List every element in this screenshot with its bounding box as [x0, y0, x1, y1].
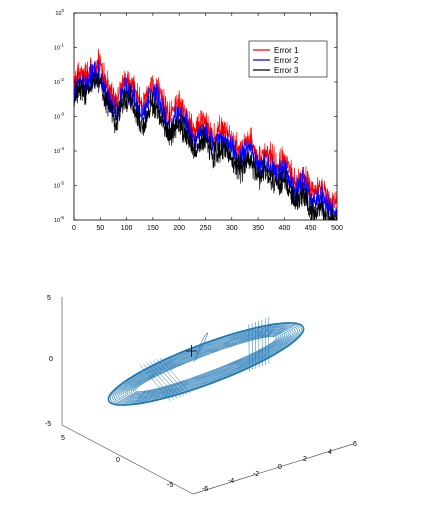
y-tick-exponent: -4 [60, 146, 64, 151]
trajectory-loop [132, 334, 280, 394]
legend-label-error-2: Error 2 [274, 56, 299, 65]
x-tick-label: 150 [147, 225, 159, 232]
trajectory-twist [248, 324, 250, 372]
trajectory-loop [120, 328, 292, 400]
y-tick-label: 10-4 [54, 146, 65, 155]
trajectory-twist [261, 319, 263, 367]
y-tick-exponent: -3 [60, 112, 64, 117]
trajectory-loop [124, 331, 288, 397]
top-series-group [73, 48, 338, 221]
y-tick-label: 10-3 [54, 112, 65, 121]
start-marker [186, 345, 197, 357]
trajectory-twist [251, 323, 253, 370]
x-tick-label: 450 [305, 225, 317, 232]
x-tick-label: 0 [278, 464, 282, 471]
trajectory-loop [130, 334, 282, 394]
y-tick-label: 0 [116, 457, 120, 464]
top-y-ticks: 10-6 10-5 10-4 10-3 10-2 10-1 100 [54, 8, 337, 224]
x-tick-label: 100 [121, 225, 133, 232]
x-tick-label: 200 [173, 225, 185, 232]
trajectory-twist [140, 365, 171, 401]
y-tick-label: 10-2 [54, 77, 65, 86]
y-axis-line [61, 424, 194, 495]
y-tick-label: 10-6 [54, 215, 65, 224]
x-tick-label: 0 [72, 225, 76, 232]
z-tick-label: 0 [49, 356, 53, 363]
trajectory-loop [112, 324, 300, 404]
trajectory-twist [143, 363, 175, 400]
x-tick-label: 400 [279, 225, 291, 232]
trajectory-twist [258, 320, 260, 368]
x-tick-label: 6 [353, 441, 357, 448]
x-tick-label: 2 [303, 456, 307, 463]
x-tick-label: 350 [252, 225, 264, 232]
trajectory-loop [122, 330, 290, 398]
trajectory-twist [264, 318, 266, 366]
trajectory-twist [268, 316, 270, 364]
legend-label-error-3: Error 3 [274, 66, 299, 75]
bottom-3d-plot: 5 0 -5 5 0 -5 -6 -4 -2 0 2 4 6 [45, 295, 357, 495]
x-tick-label: 250 [200, 225, 212, 232]
z-tick-label: 5 [47, 295, 51, 302]
y-tick-label: 10-1 [54, 43, 65, 52]
trajectory-loop [135, 335, 277, 393]
series-line-error-3 [73, 70, 338, 221]
y-tick-label: 5 [61, 435, 65, 442]
y-tick-label: 10-5 [54, 181, 65, 190]
trajectory-twist [153, 360, 184, 397]
trajectory-twist [149, 361, 181, 398]
y-tick-label: 100 [55, 8, 64, 17]
x-tick-label: -6 [202, 486, 208, 493]
y-tick-exponent: -2 [60, 77, 64, 82]
legend: Error 1 Error 2 Error 3 [248, 40, 328, 78]
x-tick-label: 4 [328, 449, 332, 456]
trajectory-excursion [193, 332, 208, 363]
trajectory-loop [110, 323, 302, 405]
legend-label-error-1: Error 1 [274, 46, 299, 55]
z-tick-label: -5 [45, 421, 51, 428]
trajectory-twist [156, 358, 188, 395]
legend-box [248, 40, 328, 78]
trajectory-loop [126, 331, 286, 397]
x-tick-label: 500 [331, 225, 343, 232]
trajectory-twist [146, 362, 178, 399]
top-error-chart: 0 50 100 150 200 250 300 350 400 450 500 10-610-51… [54, 8, 343, 232]
x-tick-label: -2 [253, 471, 259, 478]
x-tick-label: 300 [226, 225, 238, 232]
x-tick-label: -4 [228, 478, 234, 485]
trajectory-series [107, 316, 305, 406]
trajectory-twist [255, 321, 257, 369]
trajectory-twist [159, 357, 191, 394]
y-tick-label: -5 [167, 482, 173, 489]
x-axis-line [192, 443, 354, 495]
x-tick-label: 50 [96, 225, 104, 232]
trajectory-loop [114, 325, 298, 403]
y-tick-exponent: -6 [60, 215, 64, 220]
y-tick-exponent: 0 [61, 8, 64, 13]
y-tick-exponent: -1 [60, 43, 64, 48]
y-tick-exponent: -5 [60, 181, 64, 186]
trajectory-loop [118, 327, 294, 401]
trajectory-loop [128, 332, 284, 396]
top-x-ticks: 0 50 100 150 200 250 300 350 400 450 500 [72, 13, 343, 232]
